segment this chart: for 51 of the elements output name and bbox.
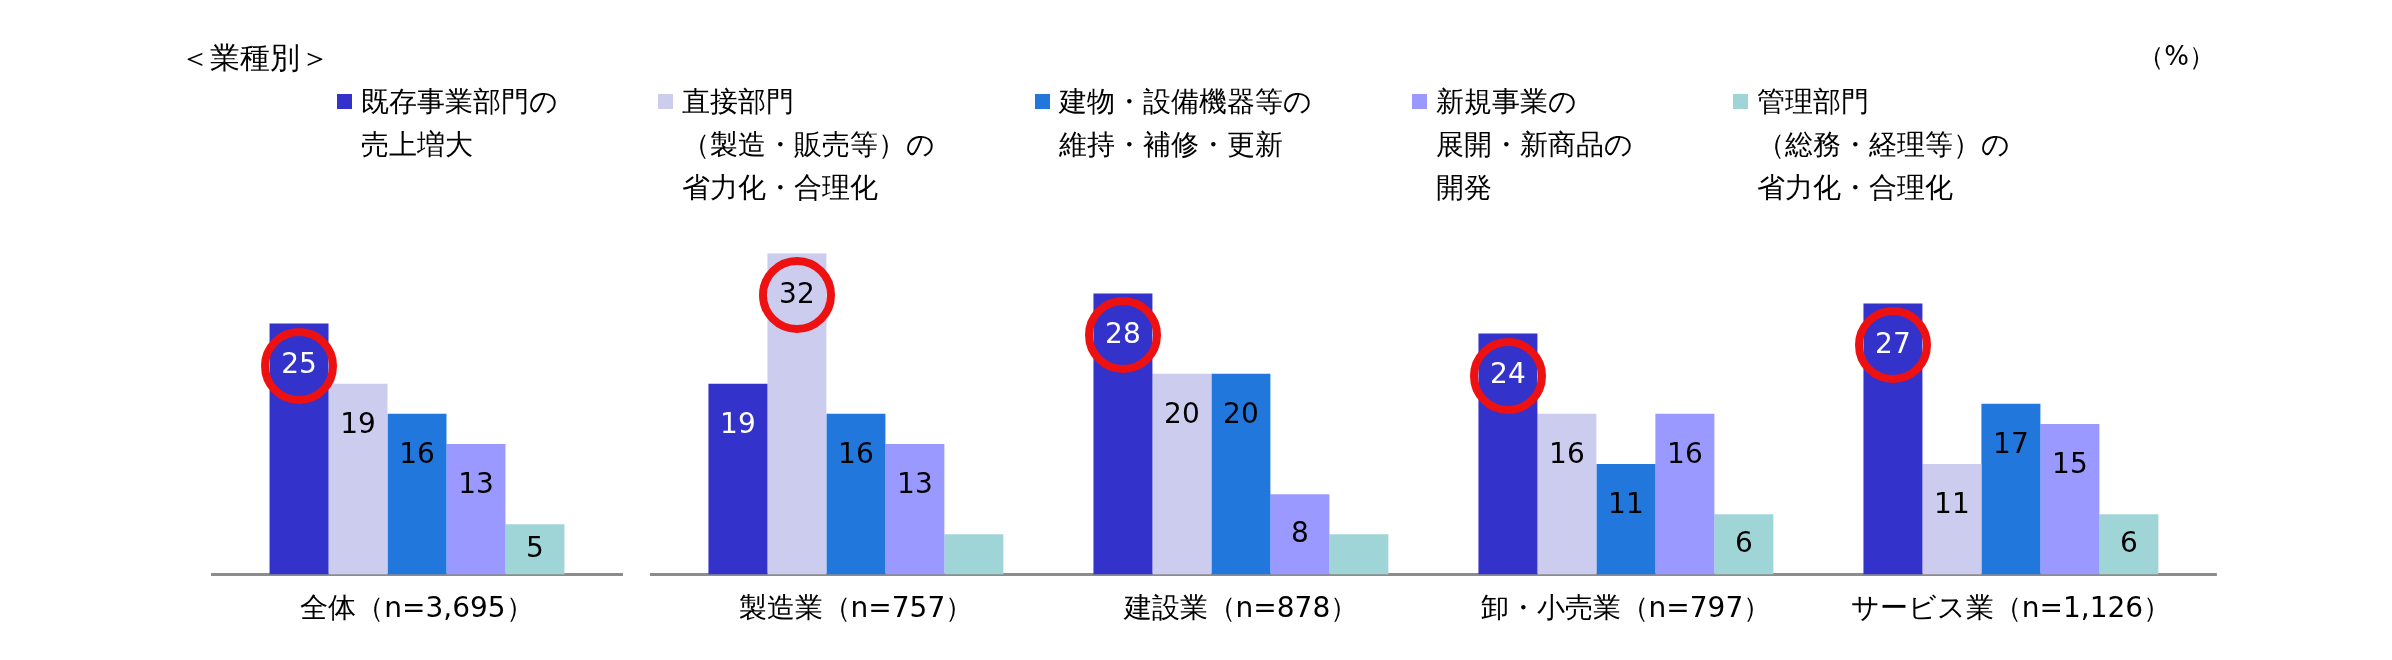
data-label: 24 bbox=[1490, 356, 1526, 390]
bar bbox=[885, 443, 945, 575]
data-label: 16 bbox=[1549, 437, 1585, 471]
data-label: 5 bbox=[526, 530, 544, 564]
bar bbox=[1714, 514, 1774, 575]
data-label: 28 bbox=[1105, 316, 1141, 350]
data-label: 6 bbox=[2119, 525, 2138, 559]
data-label: 8 bbox=[1290, 515, 1309, 549]
bar bbox=[1211, 373, 1271, 575]
data-label: 25 bbox=[281, 346, 317, 380]
data-label: 16 bbox=[399, 437, 435, 471]
x-tick-label: サービス業（n=1,126） bbox=[1850, 591, 2172, 625]
bar bbox=[1596, 464, 1656, 575]
data-label: 27 bbox=[1875, 326, 1911, 360]
data-label: 13 bbox=[897, 467, 933, 501]
legend-label: 既存事業部門の売上増大 bbox=[361, 84, 558, 163]
legend-label: 建物・設備機器等の維持・補修・更新 bbox=[1059, 84, 1312, 163]
bar bbox=[2040, 423, 2100, 575]
data-label: 19 bbox=[720, 407, 756, 441]
bar bbox=[1922, 464, 1982, 575]
bar bbox=[1537, 413, 1597, 575]
legend-label: 直接部門（製造・販売等）の省力化・合理化 bbox=[682, 84, 935, 206]
bar bbox=[1152, 373, 1212, 575]
bar bbox=[1655, 413, 1715, 575]
data-label: 32 bbox=[779, 276, 815, 310]
text: （%） bbox=[2138, 40, 2215, 73]
legend-label: 新規事業の展開・新商品の開発 bbox=[1436, 84, 1633, 206]
bar bbox=[2099, 514, 2159, 575]
data-label: 13 bbox=[458, 467, 494, 501]
data-label: 11 bbox=[1608, 487, 1644, 521]
bar bbox=[826, 413, 886, 575]
bar bbox=[1981, 403, 2041, 575]
data-label: 20 bbox=[1164, 396, 1200, 430]
data-label: 20 bbox=[1223, 396, 1259, 430]
x-tick-label: 建設業（n=878） bbox=[1122, 591, 1359, 625]
x-tick-label: 製造業（n=757） bbox=[738, 591, 974, 625]
bar bbox=[1270, 494, 1330, 575]
data-label: 11 bbox=[1934, 487, 1970, 521]
x-tick-label: 全体（n=3,695） bbox=[300, 591, 534, 625]
data-label: 6 bbox=[1734, 525, 1753, 559]
data-label: 16 bbox=[1667, 437, 1703, 471]
data-label: 16 bbox=[838, 437, 874, 471]
data-label: 15 bbox=[2052, 447, 2088, 481]
chart-title: ＜業種別＞ bbox=[180, 39, 330, 77]
bar bbox=[1329, 534, 1389, 575]
bar bbox=[708, 383, 768, 575]
data-label: 19 bbox=[340, 407, 376, 441]
data-label: 17 bbox=[1993, 427, 2029, 461]
x-tick-label: 卸・小売業（n=797） bbox=[1480, 591, 1772, 625]
legend-label: 管理部門（総務・経理等）の省力化・合理化 bbox=[1757, 84, 2010, 206]
bar bbox=[944, 534, 1004, 575]
